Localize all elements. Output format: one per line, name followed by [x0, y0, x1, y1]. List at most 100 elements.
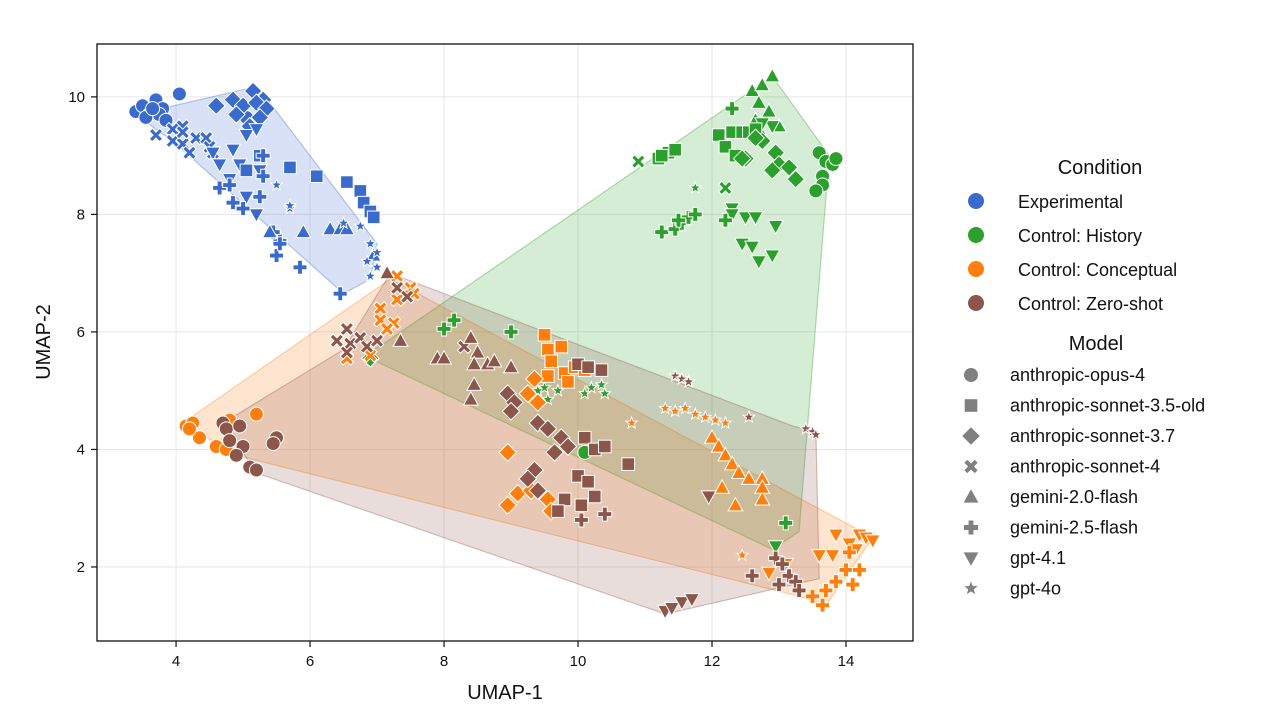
data-point [261, 223, 279, 239]
data-point [446, 312, 462, 328]
data-point [864, 534, 882, 550]
legend-model-label: anthropic-opus-4 [1010, 365, 1145, 385]
data-point [353, 184, 368, 198]
y-tick-label: 4 [77, 441, 85, 458]
data-point [624, 415, 639, 430]
data-point [369, 333, 385, 349]
data-point [272, 236, 288, 252]
x-tick-label: 10 [570, 653, 587, 670]
data-point [436, 321, 452, 337]
legend-condition-swatch [968, 227, 984, 243]
data-point [805, 588, 821, 604]
data-point [551, 504, 565, 518]
data-point [700, 490, 717, 506]
data-point [373, 301, 388, 316]
data-point [668, 142, 682, 157]
data-point [238, 128, 255, 144]
data-point [544, 354, 559, 369]
data-point [851, 562, 867, 578]
legend-condition-title: Condition [1058, 157, 1143, 179]
data-point [573, 512, 589, 528]
data-point [224, 143, 242, 159]
data-point [828, 574, 844, 590]
data-point [717, 446, 734, 462]
data-point [744, 240, 761, 256]
data-point [181, 421, 197, 437]
data-point [309, 169, 324, 184]
data-point [678, 400, 693, 415]
data-point [767, 220, 784, 235]
data-point [724, 101, 740, 117]
data-point [363, 236, 378, 250]
data-point [554, 339, 569, 354]
data-point [353, 218, 368, 233]
data-point [541, 369, 555, 383]
data-point [750, 255, 768, 271]
data-point [654, 148, 669, 163]
data-point [674, 371, 689, 385]
data-point [269, 177, 284, 192]
data-point [192, 430, 208, 446]
x-axis-label: UMAP-1 [467, 682, 543, 704]
data-point [537, 380, 552, 394]
data-point [392, 332, 409, 347]
legend: Condition Experimental Control: History Con… [962, 157, 1205, 599]
data-point [148, 127, 164, 143]
data-point [769, 155, 789, 174]
data-point [671, 212, 687, 228]
data-point [528, 481, 548, 501]
data-point [683, 593, 701, 609]
data-point [598, 439, 612, 454]
data-point [687, 206, 703, 222]
data-point [339, 345, 355, 360]
data-point [727, 496, 744, 512]
data-point [741, 409, 756, 424]
legend-model-label: anthropic-sonnet-3.5-old [1010, 396, 1205, 416]
data-point [824, 549, 841, 564]
data-point [255, 148, 271, 164]
data-point [462, 329, 480, 344]
data-point [540, 392, 555, 406]
data-point [557, 492, 572, 507]
data-point [379, 321, 395, 337]
y-tick-label: 6 [77, 324, 85, 341]
data-point [630, 154, 646, 169]
data-point [723, 208, 741, 224]
data-point [754, 76, 771, 92]
data-point [698, 409, 713, 424]
legend-condition-swatch [968, 295, 984, 311]
data-point [597, 386, 612, 400]
data-point [340, 175, 354, 189]
data-point [269, 248, 285, 264]
data-point [339, 321, 355, 337]
data-point [462, 390, 480, 406]
data-point [815, 597, 831, 613]
data-point [528, 392, 548, 412]
data-point [587, 489, 602, 504]
data-point [465, 355, 483, 371]
data-point [204, 146, 222, 162]
y-tick-label: 2 [77, 559, 85, 576]
y-axis-label: UMAP-2 [33, 304, 55, 380]
data-point [145, 101, 161, 117]
data-point [265, 436, 281, 452]
data-point [498, 442, 518, 462]
data-point [658, 400, 673, 415]
data-point [550, 383, 565, 397]
data-point [779, 157, 799, 177]
y-tick-label: 8 [77, 206, 85, 223]
x-tick-label: 4 [172, 653, 180, 670]
data-point [363, 268, 378, 283]
data-point [735, 547, 750, 562]
data-point [389, 268, 405, 284]
data-point [673, 596, 691, 611]
data-point [175, 124, 191, 140]
data-point [808, 427, 823, 441]
legend-model-label: gemini-2.5-flash [1010, 518, 1138, 538]
data-point [764, 120, 781, 135]
data-point [754, 478, 771, 494]
y-tick-label: 10 [68, 89, 85, 106]
data-point [754, 490, 771, 506]
x-tick-label: 8 [440, 653, 448, 670]
data-point [760, 566, 778, 582]
